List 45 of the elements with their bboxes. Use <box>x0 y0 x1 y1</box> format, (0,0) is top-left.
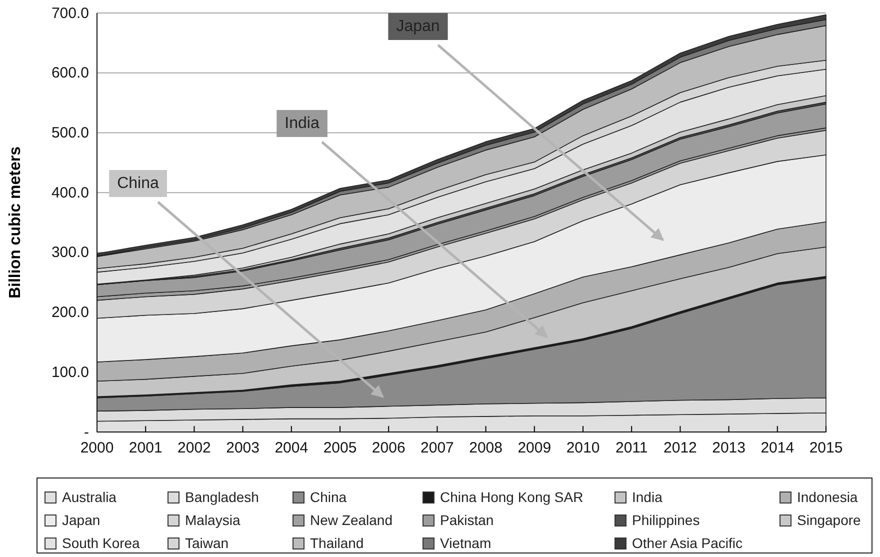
legend-label: South Korea <box>62 535 140 551</box>
legend-label: China <box>310 489 347 505</box>
x-tick-label: 2001 <box>128 440 162 457</box>
x-tick-label: 2007 <box>420 440 454 457</box>
x-tick-label: 2011 <box>615 440 648 457</box>
x-tick-label: 2012 <box>664 440 697 457</box>
y-tick-label: 700.0 <box>51 4 89 22</box>
legend-label: Malaysia <box>185 512 240 528</box>
x-tick-label: 2008 <box>469 440 502 457</box>
x-tick-label: 2009 <box>518 440 552 457</box>
legend-label: Taiwan <box>185 535 229 551</box>
legend-label: Japan <box>62 512 100 528</box>
legend-label: Pakistan <box>440 512 494 528</box>
legend-label: Vietnam <box>440 535 492 551</box>
legend-label: Philippines <box>632 512 700 528</box>
x-tick-label: 2013 <box>712 440 746 457</box>
x-tick-label: 2010 <box>566 440 600 457</box>
y-axis-title: Billion cubic meters <box>7 146 24 299</box>
legend-label: Other Asia Pacific <box>632 535 742 551</box>
y-tick-label: 600.0 <box>51 64 89 82</box>
x-tick-label: 2014 <box>760 440 794 457</box>
x-tick-label: 2015 <box>809 440 843 457</box>
legend-label: Bangladesh <box>185 489 259 505</box>
x-tick-label: 2003 <box>226 440 260 457</box>
legend-label: Thailand <box>310 535 364 551</box>
legend-label: Indonesia <box>797 489 858 505</box>
y-tick-label: - <box>84 424 89 441</box>
y-tick-label: 300.0 <box>51 244 89 262</box>
x-tick-label: 2000 <box>80 440 114 457</box>
x-tick-label: 2005 <box>323 440 357 457</box>
x-tick-label: 2006 <box>372 440 406 457</box>
legend-label: Singapore <box>797 512 862 528</box>
x-tick-label: 2002 <box>178 440 211 457</box>
y-tick-label: 100.0 <box>51 364 89 381</box>
legend-label: China Hong Kong SAR <box>440 489 584 505</box>
x-tick-label: 2004 <box>274 440 308 457</box>
annotation: China <box>117 175 159 192</box>
y-tick-label: 500.0 <box>51 124 89 142</box>
legend-label: India <box>632 489 663 505</box>
annotation: India <box>284 115 320 132</box>
y-tick-label: 200.0 <box>51 304 89 322</box>
y-tick-label: 400.0 <box>51 184 89 202</box>
legend-label: New Zealand <box>310 512 392 528</box>
legend-label: Australia <box>62 489 117 505</box>
annotation: Japan <box>396 18 440 35</box>
